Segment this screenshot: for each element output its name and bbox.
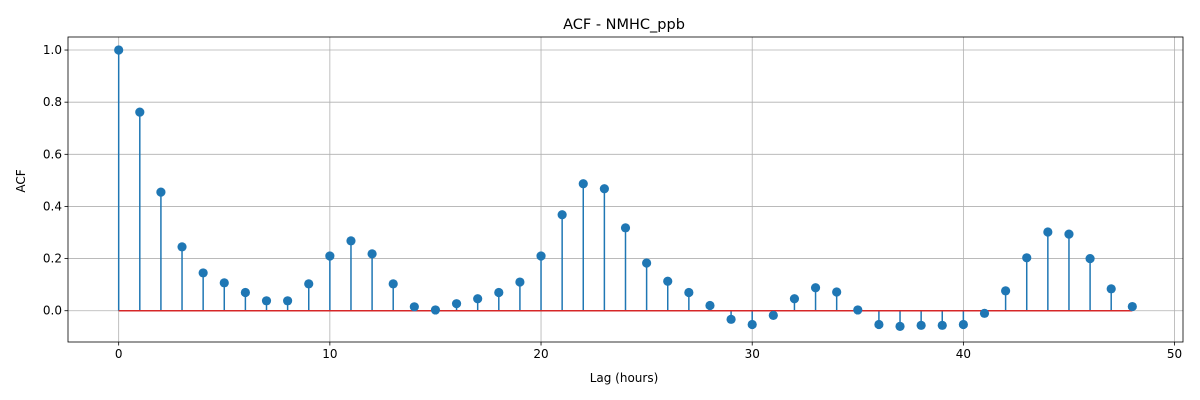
stem-marker — [726, 314, 736, 324]
stem-marker — [620, 223, 631, 233]
stem-marker — [261, 296, 272, 306]
stem-marker — [958, 319, 968, 330]
stem-marker — [1106, 284, 1116, 294]
stem-marker — [346, 236, 356, 246]
stem-marker — [853, 305, 863, 315]
stem-marker — [451, 299, 462, 309]
stem-marker — [515, 277, 525, 287]
stem-marker — [219, 278, 229, 288]
stem-marker — [430, 305, 441, 315]
stem-marker — [156, 187, 166, 197]
stem-marker — [663, 276, 673, 286]
stem-marker — [810, 283, 821, 293]
y-axis-title: ACF — [14, 169, 28, 192]
plot-frame — [67, 36, 1184, 343]
axis-ticks: 0 10 20 30 40 50 0.0 0.2 0.4 0.6 0.8 1.0 — [43, 43, 1182, 361]
y-tick-label: 0.0 — [43, 304, 62, 318]
stem-marker — [283, 296, 293, 306]
stem-marker — [114, 45, 124, 55]
stem-marker — [979, 308, 990, 318]
x-tick-label: 20 — [533, 347, 548, 361]
stem-marker — [874, 319, 884, 330]
stem-marker — [895, 321, 905, 331]
stem-marker — [937, 320, 947, 330]
stem-marker — [1127, 301, 1137, 312]
x-tick-label: 30 — [745, 347, 760, 361]
stem-marker — [325, 251, 335, 261]
stem-marker — [916, 320, 926, 330]
stem-marker — [789, 294, 800, 304]
stem-marker — [304, 279, 314, 289]
stem-marker — [747, 319, 757, 330]
stem-marker — [1085, 253, 1095, 264]
stem-marker — [1064, 229, 1074, 239]
x-tick-label: 10 — [322, 347, 337, 361]
stem-marker — [473, 294, 483, 304]
stem-marker — [177, 242, 187, 252]
stem-marker — [494, 287, 504, 298]
stem-marker — [409, 302, 419, 312]
x-tick-label: 40 — [956, 347, 971, 361]
chart-title: ACF - NMHC_ppb — [563, 17, 685, 33]
stem-markers — [114, 45, 1137, 331]
stem-marker — [768, 310, 778, 321]
stem-marker — [1043, 227, 1053, 237]
x-tick-label: 50 — [1167, 347, 1182, 361]
stem-marker — [557, 210, 567, 220]
stem-marker — [684, 287, 694, 298]
stem-marker — [599, 184, 609, 194]
stem-marker — [832, 287, 842, 297]
stem-marker — [367, 249, 377, 259]
y-tick-label: 0.4 — [43, 199, 62, 213]
x-axis-title: Lag (hours) — [590, 371, 659, 385]
stem-marker — [642, 258, 652, 268]
stem-marker — [1001, 286, 1011, 296]
stem-marker — [388, 279, 398, 289]
stem-marker — [1022, 253, 1032, 263]
stem-marker — [536, 251, 546, 261]
stem-marker — [198, 268, 208, 278]
stem-marker — [240, 287, 250, 298]
y-tick-label: 1.0 — [43, 43, 62, 57]
stem-marker — [578, 179, 588, 189]
stem-marker — [705, 300, 715, 311]
y-tick-label: 0.2 — [43, 252, 62, 266]
y-tick-label: 0.6 — [43, 147, 62, 161]
stem-marker — [135, 107, 145, 117]
x-tick-label: 0 — [115, 347, 123, 361]
y-tick-label: 0.8 — [43, 95, 62, 109]
